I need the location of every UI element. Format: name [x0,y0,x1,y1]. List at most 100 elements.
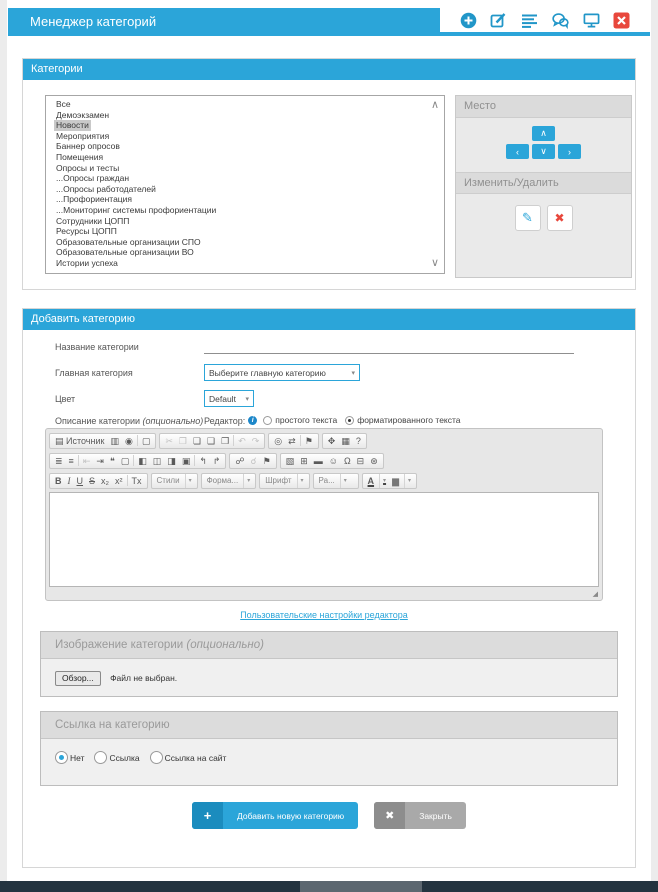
list-item[interactable]: Образовательные организации СПО [56,236,201,247]
list-item[interactable]: Образовательные организации ВО [56,247,194,258]
templates-icon[interactable]: ▢ [141,435,151,446]
underline-button[interactable]: U [76,475,84,486]
delete-category-button[interactable]: ✖ [546,205,573,231]
subscript-button[interactable]: x₂ [101,475,110,486]
list-item[interactable]: Опросы и тесты [56,162,120,173]
parent-category-select[interactable]: Выберите главную категорию ▾ [204,364,360,381]
size-dropdown[interactable]: Ра... ▾ [316,473,356,488]
close-icon[interactable] [613,12,630,29]
scroll-down-icon[interactable]: ∨ [430,257,439,269]
editor-content-area[interactable] [49,492,599,587]
bold-button[interactable]: B [55,475,62,486]
maximize-icon[interactable]: ✥ [327,435,336,446]
anchor-icon[interactable]: ⚑ [262,455,271,466]
edit-icon[interactable] [490,12,507,29]
select-all-icon[interactable]: ⚑ [304,435,313,446]
monitor-icon[interactable] [583,12,600,29]
radio-option[interactable]: Нет [55,751,84,764]
edit-category-button[interactable]: ✎ [514,205,541,231]
italic-button[interactable]: I [67,475,71,486]
indent-icon[interactable]: ⇥ [96,455,104,466]
blockquote-icon[interactable]: ❝ [109,455,115,466]
close-button[interactable]: ✖ Закрыть [374,802,466,829]
radio-option[interactable]: Ссылка [94,751,140,764]
radio-icon[interactable] [149,751,163,764]
about-icon[interactable]: ? [355,435,361,446]
move-down-button[interactable]: ∨ [532,144,555,159]
scrollbar-thumb[interactable] [300,881,422,892]
strike-button[interactable]: S [89,475,96,486]
resize-handle-icon[interactable]: ◢ [592,591,598,598]
scroll-up-icon[interactable]: ∧ [430,99,439,111]
paste-text-icon[interactable]: ❑ [207,435,216,446]
remove-format-button[interactable]: Tx [131,475,142,486]
list-item[interactable]: Ресурсы ЦОПП [56,226,117,237]
list-item[interactable]: Все [56,99,71,109]
bidi-rtl-icon[interactable]: ↱ [212,455,221,466]
move-left-button[interactable]: ‹ [506,144,529,159]
unlink-icon[interactable]: ☌ [250,455,257,466]
radio-icon[interactable] [94,751,108,764]
smiley-icon[interactable]: ☺ [328,455,338,466]
undo-icon[interactable]: ↶ [238,435,246,446]
copy-icon[interactable]: ❐ [178,435,187,446]
paste-word-icon[interactable]: ❒ [221,435,230,446]
styles-dropdown[interactable]: Стили ▾ [154,473,195,488]
list-item[interactable]: Истории успеха [56,257,118,268]
redo-icon[interactable]: ↷ [251,435,260,446]
editor-settings-link[interactable]: Пользовательские настройки редактора [240,610,408,620]
list-icon[interactable] [521,12,538,29]
align-right-icon[interactable]: ◨ [167,455,176,466]
move-right-button[interactable]: › [558,144,581,159]
print-icon[interactable]: ◉ [124,435,133,446]
horizontal-scrollbar[interactable] [0,881,658,892]
radio-icon[interactable] [55,751,68,764]
add-icon[interactable] [460,12,477,29]
chat-icon[interactable] [552,12,569,29]
list-item[interactable]: Помещения [56,151,104,162]
paste-icon[interactable]: ❏ [192,435,202,446]
list-item[interactable]: ...Профориентация [56,194,133,205]
bulleted-list-icon[interactable]: ≡ [68,455,74,466]
superscript-button[interactable]: x² [115,475,123,486]
replace-icon[interactable]: ⇄ [288,435,296,446]
horizontal-rule-icon[interactable]: ▬ [313,455,323,466]
list-item[interactable]: ...Опросы граждан [56,173,130,184]
list-item[interactable]: Новости [54,120,91,131]
align-center-icon[interactable]: ◫ [152,455,162,466]
outdent-icon[interactable]: ⇤ [82,455,91,466]
browse-button[interactable]: Обзор... [55,671,101,686]
numbered-list-icon[interactable]: ≣ [55,455,63,466]
link-icon[interactable]: ☍ [235,455,245,466]
table-icon[interactable]: ⊞ [300,455,308,466]
special-char-icon[interactable]: Ω [343,455,351,466]
page-break-icon[interactable]: ⊟ [356,455,365,466]
category-name-input[interactable] [204,340,574,354]
list-item[interactable]: ...Мониторинг системы профориентации [56,204,217,215]
radio-icon[interactable] [263,415,273,425]
cut-icon[interactable]: ✂ [165,435,173,446]
format-dropdown[interactable]: Форма... ▾ [204,473,254,488]
source-button[interactable]: ▤ Источник [55,435,105,446]
find-icon[interactable]: ◎ [274,435,283,446]
list-item[interactable]: ...Опросы работодателей [56,183,156,194]
radio-option[interactable]: Ссылка на сайт [149,751,226,764]
list-item[interactable]: Демоэкзамен [56,109,110,120]
add-new-category-button[interactable]: + Добавить новую категорию [192,802,359,829]
info-icon[interactable]: i [248,416,258,426]
image-icon[interactable]: ▧ [285,455,295,466]
color-select[interactable]: Default ▾ [204,390,254,407]
justify-icon[interactable]: ▣ [181,455,191,466]
preview-icon[interactable]: ▥ [110,435,119,446]
move-up-button[interactable]: ∧ [532,126,555,141]
bidi-ltr-icon[interactable]: ↰ [199,455,207,466]
list-item[interactable]: Мероприятия [56,130,110,141]
category-list[interactable]: Все Демоэкзамен Новости Мероприятия Баннер о… [45,95,445,274]
radio-option[interactable]: форматированного текста [345,415,461,425]
align-left-icon[interactable]: ◧ [138,455,147,466]
font-dropdown[interactable]: Шрифт ▾ [262,473,306,488]
text-color-button[interactable]: A ▾ [367,473,387,488]
list-item[interactable]: Сотрудники ЦОПП [56,215,130,226]
radio-icon[interactable] [345,415,355,425]
list-item[interactable]: Баннер опросов [56,141,120,152]
